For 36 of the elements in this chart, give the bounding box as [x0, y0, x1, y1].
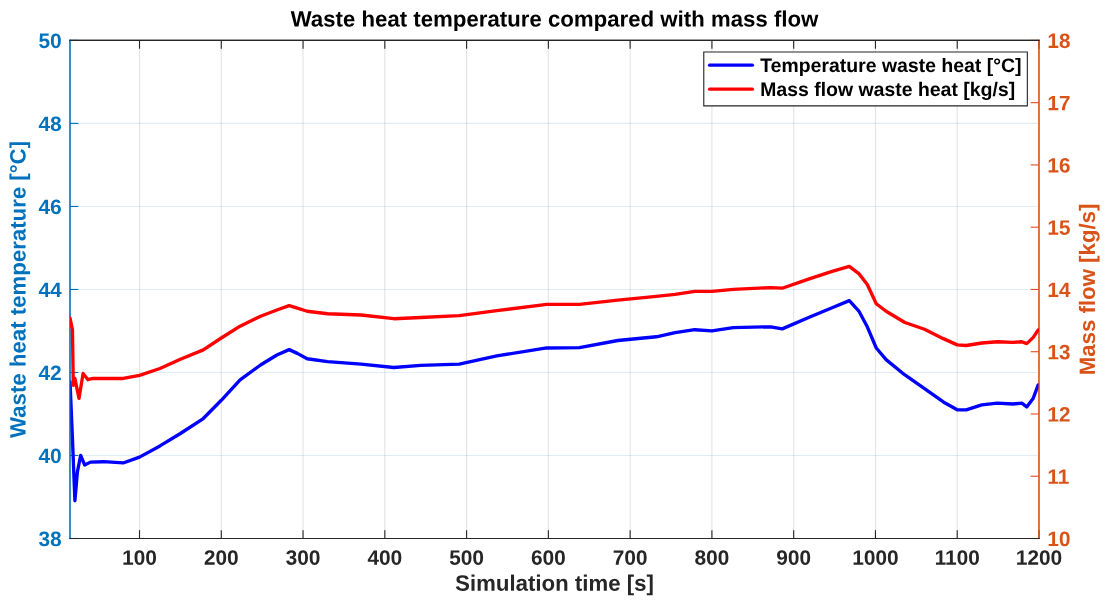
y2-tick-label: 13 [1048, 344, 1070, 360]
legend-label: Mass flow waste heat [kg/s] [761, 81, 1015, 101]
x-tick-label: 500 [449, 550, 484, 565]
y2-axis-title: Mass flow [kg/s] [1078, 204, 1100, 374]
y-tick-label: 50 [39, 33, 61, 49]
y-tick-label: 38 [38, 531, 62, 547]
x-tick-label: 100 [123, 550, 157, 565]
y-tick-label: 46 [38, 199, 61, 215]
x-tick-label: 900 [777, 550, 811, 565]
legend-label: Temperature waste heat [°C] [760, 57, 1021, 77]
y-tick-label: 48 [38, 116, 62, 132]
x-tick-label: 200 [204, 550, 238, 565]
line-series [70, 264, 1039, 401]
x-tick-label: 600 [531, 550, 565, 565]
line-series [70, 298, 1039, 503]
x-tick-label: 800 [695, 550, 729, 565]
y2-tick-label: 17 [1048, 95, 1070, 111]
x-tick-label: 300 [286, 550, 320, 565]
y2-tick-label: 16 [1048, 157, 1070, 173]
x-tick-label: 1100 [935, 550, 979, 565]
y2-tick-label: 18 [1048, 33, 1070, 49]
y2-tick-label: 15 [1048, 220, 1070, 235]
y-tick-label: 44 [38, 282, 62, 297]
x-tick-label: 700 [613, 550, 647, 565]
y-axis-title: Waste heat temperature [°C] [9, 142, 31, 438]
y2-tick-label: 12 [1048, 406, 1070, 422]
chart-title: Waste heat temperature compared with mass flow [290, 10, 819, 32]
y2-tick-label: 11 [1048, 469, 1069, 484]
y-tick-label: 42 [38, 365, 61, 381]
y2-tick-label: 10 [1048, 531, 1070, 547]
x-tick-label: 1000 [853, 550, 898, 565]
y-tick-label: 40 [38, 448, 61, 464]
x-tick-label: 1200 [1017, 550, 1062, 565]
x-axis-title: Simulation time [s] [455, 574, 653, 596]
x-tick-label: 400 [367, 550, 402, 565]
y2-tick-label: 14 [1048, 282, 1071, 297]
